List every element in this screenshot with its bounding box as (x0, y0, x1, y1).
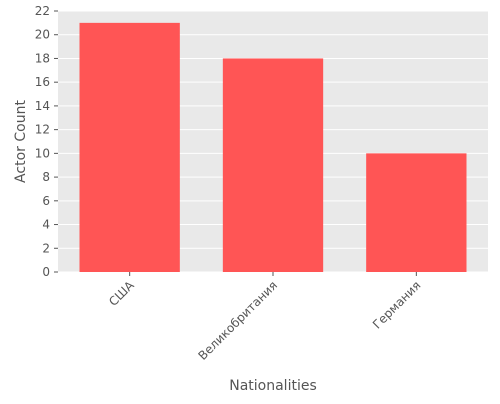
y-tick-label: 6 (42, 194, 50, 208)
bar (79, 22, 180, 273)
y-tick-label: 18 (35, 51, 50, 65)
y-tick-label: 16 (35, 75, 50, 89)
y-tick-label: 0 (42, 265, 50, 279)
x-axis-label: Nationalities (229, 378, 317, 394)
y-tick-label: 14 (35, 99, 50, 113)
bars (79, 22, 467, 273)
y-axis-label: Actor Count (13, 100, 29, 183)
y-tick-label: 8 (42, 170, 50, 184)
y-tick-label: 22 (35, 4, 50, 18)
x-tick-label: Великобритания (195, 278, 280, 363)
bar (222, 58, 324, 272)
y-tick-label: 20 (35, 28, 50, 42)
y-tick-label: 4 (42, 218, 50, 232)
y-tick-label: 10 (35, 146, 50, 160)
x-tick-label: Германия (370, 278, 423, 331)
x-tick-label: США (106, 278, 137, 309)
y-tick-label: 2 (42, 241, 50, 255)
x-axis-ticks: США Великобритания Германия (106, 272, 423, 363)
y-axis-ticks: 0 2 4 6 8 10 12 14 16 18 20 22 (35, 4, 58, 279)
bar (366, 153, 467, 272)
y-tick-label: 12 (35, 123, 50, 137)
